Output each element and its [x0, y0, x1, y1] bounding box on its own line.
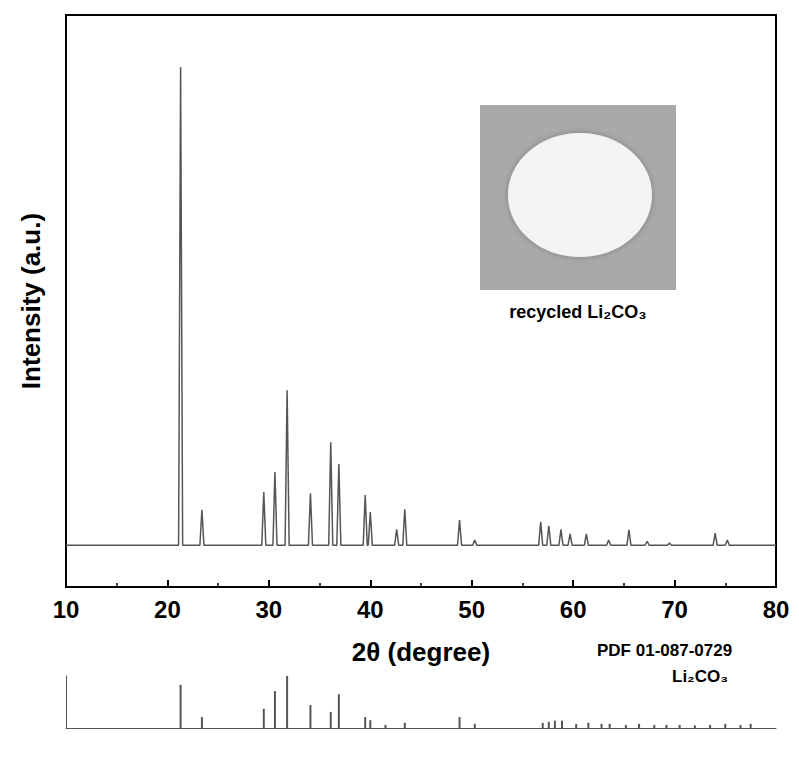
svg-text:2θ (degree): 2θ (degree) [352, 637, 490, 667]
svg-text:80: 80 [763, 596, 790, 623]
svg-text:60: 60 [560, 596, 587, 623]
svg-text:20: 20 [154, 596, 181, 623]
svg-text:Intensity (a.u.): Intensity (a.u.) [16, 213, 46, 389]
svg-text:70: 70 [661, 596, 688, 623]
svg-text:40: 40 [357, 596, 384, 623]
svg-text:10: 10 [53, 596, 80, 623]
svg-text:Li₂CO₃: Li₂CO₃ [672, 667, 728, 686]
svg-text:recycled Li₂CO₃: recycled Li₂CO₃ [509, 302, 646, 322]
svg-text:PDF 01-087-0729: PDF 01-087-0729 [597, 641, 732, 660]
svg-text:50: 50 [458, 596, 485, 623]
svg-text:30: 30 [256, 596, 283, 623]
